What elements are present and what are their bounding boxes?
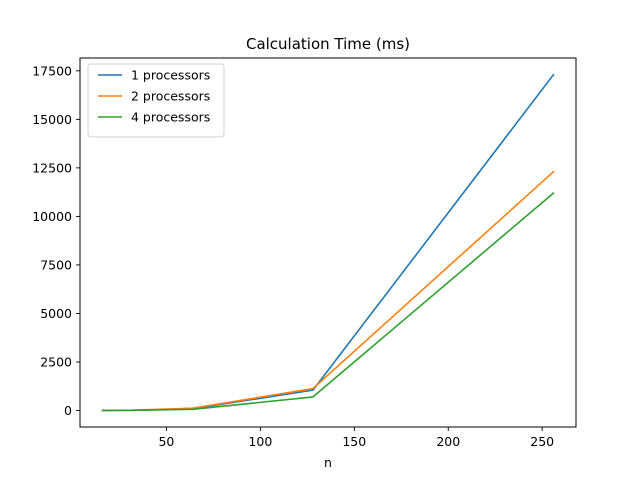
y-tick-label: 10000 <box>32 209 72 224</box>
x-axis: 50 100 150 200 250 <box>158 427 554 449</box>
plot-frame <box>79 57 577 428</box>
x-tick-label: 50 <box>158 434 174 449</box>
series-layer <box>101 73 555 412</box>
y-tick-label: 15000 <box>32 112 72 127</box>
legend: 1 processors 2 processors 4 processors <box>87 63 225 138</box>
y-tick-label: 5000 <box>40 306 72 321</box>
y-axis: 0 2500 5000 7500 10000 12500 15000 17500 <box>32 63 80 418</box>
y-tick-label: 0 <box>64 403 72 418</box>
x-axis-label: n <box>324 455 332 470</box>
legend-label-2: 2 processors <box>131 89 210 104</box>
legend-label-3: 4 processors <box>131 110 210 125</box>
y-tick-label: 2500 <box>40 354 72 369</box>
y-tick-label: 17500 <box>32 63 72 78</box>
x-tick-label: 200 <box>436 434 460 449</box>
y-tick-label: 12500 <box>32 160 72 175</box>
x-tick-label: 150 <box>342 434 366 449</box>
legend-label-1: 1 processors <box>131 68 210 83</box>
series-line-3 <box>101 191 555 412</box>
x-tick-label: 250 <box>530 434 554 449</box>
chart-title: Calculation Time (ms) <box>246 35 410 53</box>
x-tick-label: 100 <box>248 434 272 449</box>
y-tick-label: 7500 <box>40 257 72 272</box>
legend-box <box>87 63 225 138</box>
